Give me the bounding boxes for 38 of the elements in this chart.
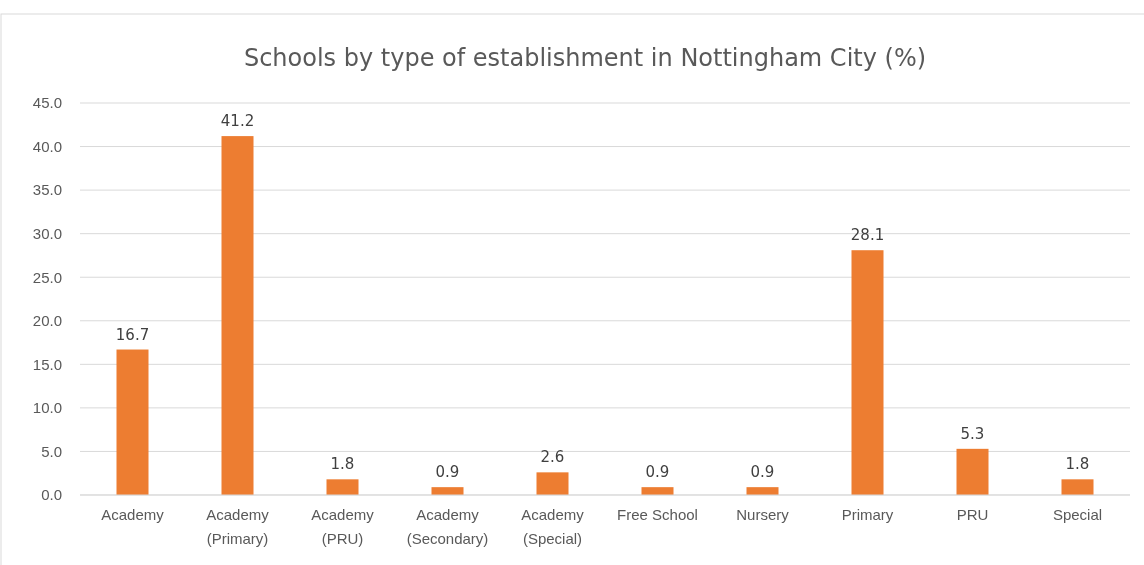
y-tick-label: 45.0 — [32, 94, 62, 112]
x-tick-label: Academy (Secondary) — [406, 505, 489, 547]
x-tick-label: PRU — [956, 505, 989, 523]
x-tick-label: Academy (PRU) — [311, 505, 375, 547]
data-label: 1.8 — [330, 455, 355, 474]
y-tick-label: 15.0 — [32, 355, 62, 373]
data-label: 28.1 — [850, 226, 885, 245]
y-tick-label: 5.0 — [41, 442, 62, 460]
y-tick-label: 20.0 — [32, 312, 62, 330]
data-label: 0.9 — [435, 463, 460, 482]
data-label: 41.2 — [220, 112, 255, 131]
chart-title: Schools by type of establishment in Nottingham City (%) — [243, 44, 927, 72]
bar — [851, 250, 884, 495]
data-label: 2.6 — [540, 448, 565, 467]
x-tick-label: Free School — [617, 505, 698, 523]
y-tick-label: 0.0 — [41, 486, 62, 504]
bar — [536, 472, 569, 495]
bar — [326, 479, 359, 495]
x-tick-label: Primary — [841, 505, 894, 523]
data-label: 0.9 — [750, 463, 775, 482]
y-tick-label: 25.0 — [32, 268, 62, 286]
x-tick-label: Special — [1052, 505, 1103, 523]
x-tick-label: Academy (Special) — [521, 505, 585, 547]
x-tick-label: Academy (Primary) — [206, 505, 270, 547]
y-tick-label: 30.0 — [32, 224, 62, 242]
bar — [116, 349, 149, 495]
bar — [221, 136, 254, 495]
data-label: 1.8 — [1065, 455, 1090, 474]
x-tick-label: Nursery — [736, 505, 790, 523]
data-label: 5.3 — [960, 424, 985, 443]
bar — [956, 448, 989, 495]
y-tick-label: 40.0 — [32, 137, 62, 155]
x-tick-label: Academy — [101, 505, 165, 523]
data-label: 16.7 — [115, 325, 150, 344]
bar — [1061, 479, 1094, 495]
y-tick-label: 35.0 — [32, 181, 62, 199]
data-label: 0.9 — [645, 463, 670, 482]
y-tick-label: 10.0 — [32, 399, 62, 417]
